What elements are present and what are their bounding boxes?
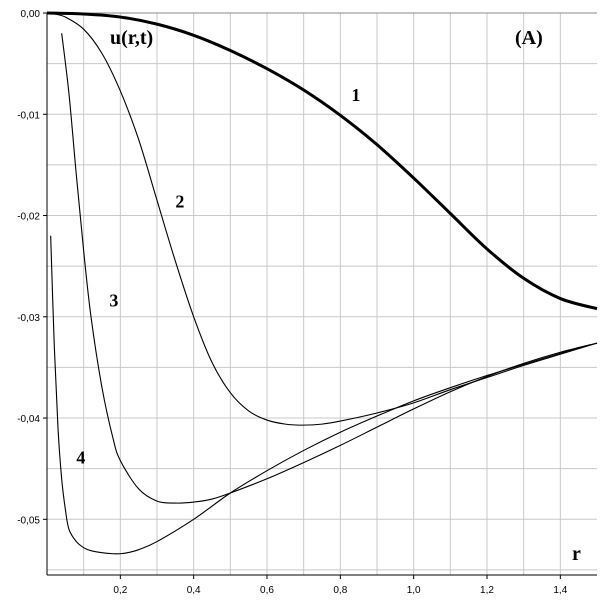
x-axis-label: r: [572, 543, 581, 565]
y-tick-label: 0,00: [21, 9, 41, 20]
x-tick-label: 0,6: [260, 585, 274, 596]
y-tick-label: -0,01: [17, 110, 40, 121]
curve-label-1: 1: [351, 85, 360, 105]
panel-label: (A): [515, 27, 543, 49]
x-tick-label: 0,2: [113, 585, 127, 596]
y-axis-label: u(r,t): [110, 27, 153, 49]
y-tick-label: -0,05: [17, 515, 40, 526]
x-tick-label: 0,4: [187, 585, 201, 596]
grid: [47, 13, 597, 575]
series-lines: [46, 11, 598, 555]
curve-label-4: 4: [76, 448, 85, 468]
series-line-3: [61, 33, 598, 504]
x-tick-label: 1,2: [480, 585, 494, 596]
series-line-4: [50, 235, 598, 555]
series-line-2: [54, 13, 598, 426]
x-tick-label: 0,8: [333, 585, 347, 596]
y-tick-label: -0,02: [17, 212, 40, 223]
curve-label-3: 3: [109, 291, 118, 311]
axes: [43, 12, 597, 579]
y-tick-label: -0,04: [17, 414, 40, 425]
curve-labels: 1 2 3 4: [76, 85, 360, 468]
x-tick-label: 1,0: [407, 585, 421, 596]
curve-label-2: 2: [175, 191, 184, 211]
x-tick-label: 1,4: [553, 585, 567, 596]
tick-labels: 0,2 0,4 0,6 0,8 1,0 1,2 1,4 0,00 -0,01 -0,02 -0,03…: [17, 9, 568, 596]
y-tick-label: -0,03: [17, 313, 40, 324]
series-line-1: [46, 11, 598, 311]
